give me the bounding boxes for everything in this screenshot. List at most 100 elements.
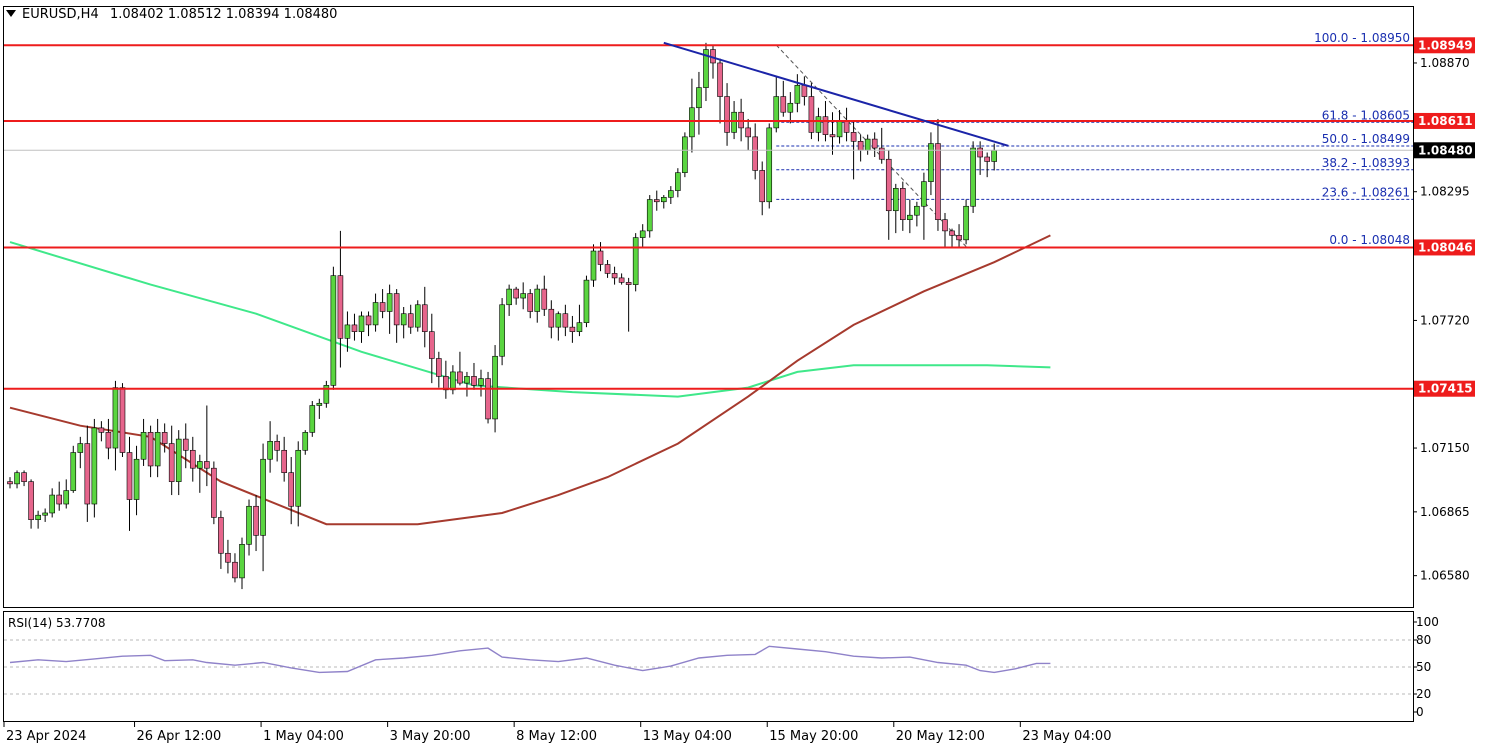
- bullish-candle-body: [646, 199, 653, 232]
- main-pane-frame: [3, 6, 1414, 608]
- price-tick-label: 1.06580: [1420, 569, 1470, 583]
- time-axis[interactable]: 23 Apr 2024 26 Apr 12:00 1 May 04:00 3 May …: [3, 722, 1111, 744]
- candlesticks: [7, 42, 998, 590]
- symbol-title: EURUSD,H4: [22, 7, 99, 22]
- bullish-candle-body: [492, 355, 498, 420]
- bearish-candle-body: [878, 147, 885, 160]
- bearish-candle-body: [98, 427, 105, 433]
- bullish-candle-body: [928, 143, 934, 182]
- bearish-candle-body: [527, 293, 534, 312]
- price-tick-label: 1.08295: [1420, 185, 1470, 199]
- bullish-candle-body: [520, 293, 526, 299]
- bearish-candle-body: [485, 378, 491, 420]
- time-tick-label: 15 May 20:00: [769, 729, 858, 744]
- bullish-candle-body: [703, 49, 709, 88]
- bearish-candle-body: [808, 96, 815, 133]
- bearish-candle-body: [759, 170, 766, 203]
- bearish-candle-body: [752, 136, 758, 171]
- bullish-candle-body: [639, 230, 646, 238]
- level-price-tag-label: 1.08046: [1418, 240, 1473, 254]
- menu-triangle-icon[interactable]: [6, 10, 16, 17]
- bearish-candle-body: [949, 230, 955, 236]
- bearish-candle-body: [211, 467, 217, 518]
- bullish-candle-body: [836, 120, 843, 138]
- bearish-candle-body: [428, 331, 435, 359]
- rsi-tick-label: 50: [1416, 660, 1431, 674]
- bullish-candle-body: [400, 313, 407, 326]
- bullish-candle-body: [660, 196, 667, 203]
- bullish-candle-body: [815, 116, 822, 133]
- bullish-candle-body: [323, 385, 330, 404]
- bullish-candle-body: [91, 427, 98, 505]
- bullish-candle-body: [632, 237, 639, 285]
- bearish-candle-body: [365, 315, 372, 326]
- level-price-tag-label: 1.08949: [1418, 38, 1473, 52]
- bullish-candle-body: [682, 136, 688, 173]
- bearish-candle-body: [168, 443, 175, 482]
- bearish-candle-body: [513, 288, 519, 299]
- bearish-candle-body: [604, 264, 611, 274]
- bullish-candle-body: [154, 432, 161, 467]
- bullish-candle-body: [175, 438, 182, 482]
- time-tick-label: 8 May 12:00: [516, 729, 597, 744]
- bullish-candle-body: [112, 387, 119, 449]
- bullish-candle-body: [689, 107, 695, 138]
- bearish-candle-body: [611, 273, 618, 279]
- moving-averages: [9, 234, 1051, 526]
- price-axis[interactable]: 1.08870 1.08295 1.07720 1.07150 1.06865 1.065…: [1413, 56, 1470, 583]
- bearish-candle-body: [471, 376, 477, 386]
- bullish-candle-body: [239, 544, 245, 579]
- bearish-candle-body: [822, 116, 829, 135]
- bearish-candle-body: [288, 472, 295, 507]
- bearish-candle-body: [885, 158, 892, 212]
- moving-average-fast-line: [9, 241, 1051, 398]
- rsi-tick-label: 0: [1416, 705, 1424, 719]
- bullish-candle-body: [766, 127, 773, 203]
- bearish-candle-body: [443, 376, 449, 391]
- bullish-candle-body: [914, 205, 920, 216]
- bearish-candle-body: [977, 147, 983, 158]
- time-tick-label: 3 May 20:00: [390, 729, 471, 744]
- rsi-title: RSI(14) 53.7708: [8, 616, 106, 630]
- bullish-candle-body: [970, 147, 976, 207]
- bullish-candle-body: [555, 313, 562, 328]
- bullish-candle-body: [140, 432, 147, 460]
- rsi-pane: 100 80 50 20 0: [4, 615, 1439, 719]
- bearish-candle-body: [569, 326, 576, 332]
- fibonacci-retracement[interactable]: 100.0 - 1.08950 61.8 - 1.08605 50.0 - 1.08…: [775, 31, 1413, 248]
- bearish-candle-body: [232, 561, 238, 579]
- price-tick-label: 1.07720: [1420, 313, 1470, 327]
- time-tick-label: 23 May 04:00: [1022, 729, 1111, 744]
- bullish-candle-body: [358, 315, 365, 332]
- bearish-candle-body: [597, 250, 604, 265]
- ohlc-values: 1.08402 1.08512 1.08394 1.08480: [110, 7, 337, 22]
- bullish-candle-body: [773, 96, 780, 129]
- bearish-candle-body: [204, 461, 210, 469]
- bullish-candle-body: [267, 441, 273, 460]
- fib-level-label: 50.0 - 1.08499: [1322, 132, 1410, 146]
- bearish-candle-body: [653, 199, 660, 203]
- bearish-candle-body: [871, 138, 878, 149]
- bullish-candle-body: [316, 402, 323, 406]
- bearish-candle-body: [147, 432, 154, 467]
- bullish-candle-body: [583, 279, 590, 323]
- descending-trendline[interactable]: [663, 41, 1009, 147]
- bullish-candle-body: [787, 102, 794, 113]
- bullish-candle-body: [372, 302, 379, 326]
- horizontal-levels[interactable]: [4, 44, 1413, 390]
- bullish-candle-body: [330, 275, 337, 386]
- bullish-candle-body: [63, 490, 70, 505]
- bearish-candle-body: [274, 441, 280, 451]
- bullish-candle-body: [133, 458, 140, 500]
- bullish-candle-body: [478, 378, 484, 386]
- bullish-candle-body: [42, 512, 48, 516]
- bearish-candle-body: [724, 96, 730, 133]
- bearish-candle-body: [21, 472, 27, 482]
- bearish-candle-body: [618, 277, 625, 283]
- bearish-candle-body: [393, 293, 400, 326]
- bearish-candle-body: [182, 438, 189, 451]
- bearish-candle-body: [84, 443, 91, 505]
- fib-level-label: 38.2 - 1.08393: [1322, 156, 1410, 170]
- bearish-candle-body: [436, 358, 442, 377]
